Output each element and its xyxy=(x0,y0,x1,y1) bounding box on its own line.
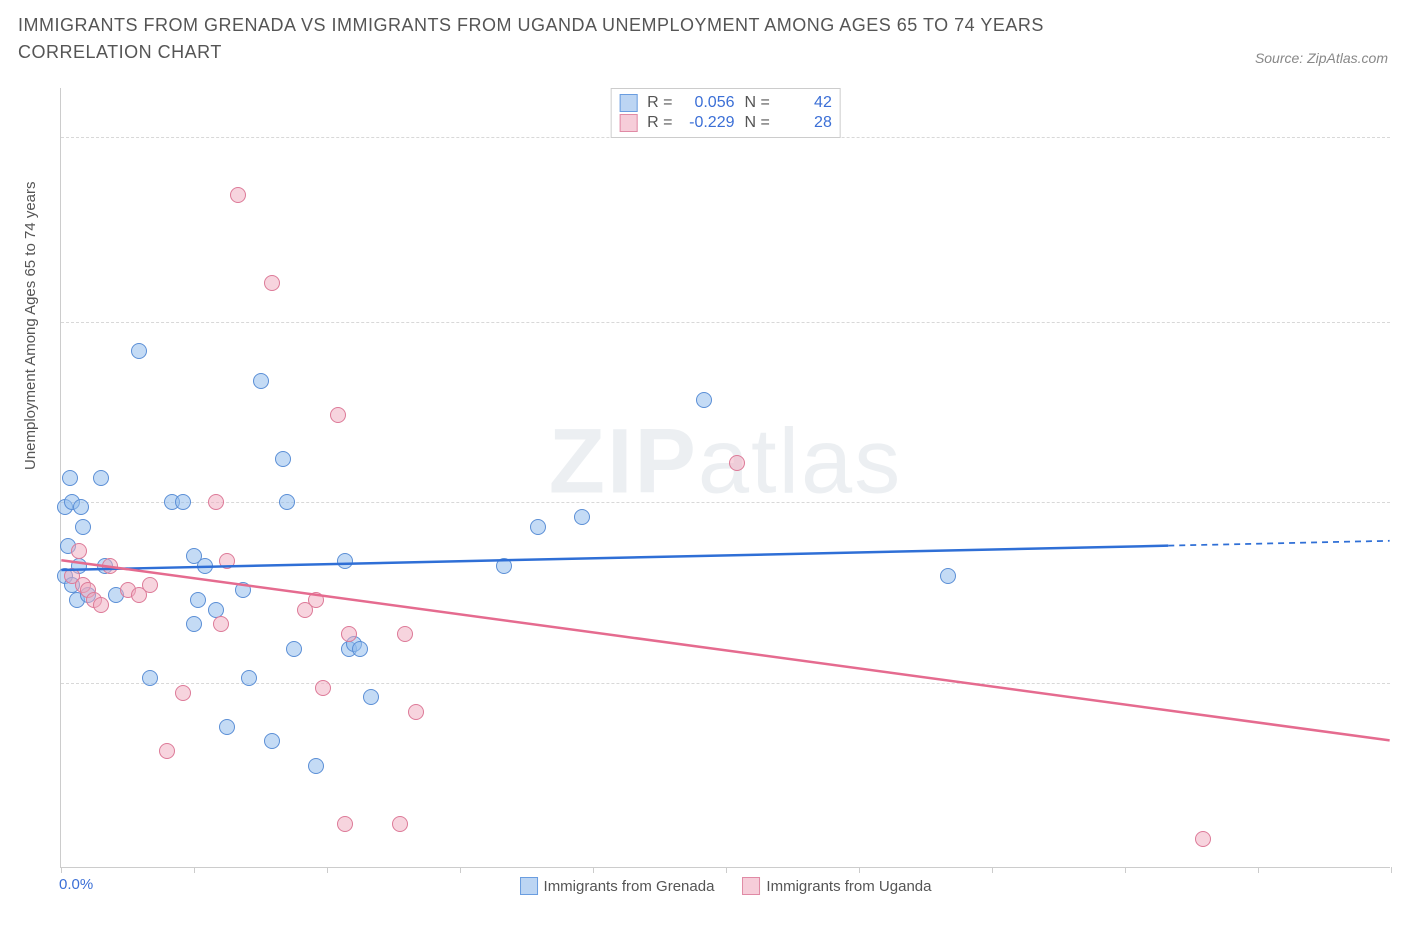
legend-series-label: Immigrants from Grenada xyxy=(544,878,715,895)
data-point xyxy=(235,582,251,598)
data-point xyxy=(392,816,408,832)
x-tick xyxy=(1391,867,1392,873)
legend-n-label: N = xyxy=(745,94,770,112)
x-tick xyxy=(992,867,993,873)
x-tick xyxy=(726,867,727,873)
y-axis-title: Unemployment Among Ages 65 to 74 years xyxy=(22,181,39,470)
data-point xyxy=(308,758,324,774)
data-point xyxy=(71,543,87,559)
data-point xyxy=(159,743,175,759)
data-point xyxy=(73,499,89,515)
data-point xyxy=(131,343,147,359)
data-point xyxy=(142,577,158,593)
data-point xyxy=(330,407,346,423)
data-point xyxy=(341,626,357,642)
data-point xyxy=(186,616,202,632)
data-point xyxy=(213,616,229,632)
scatter-plot: ZIPatlas R = 0.056 N = 42 R = -0.229 N =… xyxy=(60,88,1390,868)
data-point xyxy=(142,670,158,686)
x-tick xyxy=(593,867,594,873)
source-label: Source: ZipAtlas.com xyxy=(1255,50,1388,66)
data-point xyxy=(175,494,191,510)
legend-r-value: 0.056 xyxy=(683,94,735,112)
data-point xyxy=(363,689,379,705)
y-tick-label: 11.2% xyxy=(1395,314,1406,331)
data-point xyxy=(208,494,224,510)
data-point xyxy=(241,670,257,686)
data-point xyxy=(102,558,118,574)
data-point xyxy=(696,392,712,408)
watermark: ZIPatlas xyxy=(549,409,902,514)
x-tick xyxy=(460,867,461,873)
data-point xyxy=(940,568,956,584)
data-point xyxy=(729,455,745,471)
y-tick-label: 7.5% xyxy=(1395,494,1406,511)
legend-n-value: 42 xyxy=(780,94,832,112)
data-point xyxy=(275,451,291,467)
data-point xyxy=(315,680,331,696)
data-point xyxy=(337,816,353,832)
data-point xyxy=(1195,831,1211,847)
data-point xyxy=(190,592,206,608)
legend-n-value: 28 xyxy=(780,114,832,132)
data-point xyxy=(219,719,235,735)
legend-r-label: R = xyxy=(647,114,672,132)
data-point xyxy=(93,470,109,486)
legend-swatch-icon xyxy=(619,94,637,112)
data-point xyxy=(574,509,590,525)
data-point xyxy=(279,494,295,510)
legend-stats-row: R = -0.229 N = 28 xyxy=(619,113,832,133)
y-tick-label: 3.8% xyxy=(1395,674,1406,691)
data-point xyxy=(264,275,280,291)
data-point xyxy=(264,733,280,749)
data-point xyxy=(219,553,235,569)
x-tick xyxy=(327,867,328,873)
legend-swatch-icon xyxy=(619,114,637,132)
legend-r-label: R = xyxy=(647,94,672,112)
data-point xyxy=(175,685,191,701)
data-point xyxy=(62,470,78,486)
legend-stats: R = 0.056 N = 42 R = -0.229 N = 28 xyxy=(610,88,841,138)
data-point xyxy=(286,641,302,657)
data-point xyxy=(253,373,269,389)
data-point xyxy=(408,704,424,720)
x-tick-label: 0.0% xyxy=(59,876,93,893)
chart-title: IMMIGRANTS FROM GRENADA VS IMMIGRANTS FR… xyxy=(18,12,1158,66)
data-point xyxy=(93,597,109,613)
x-tick xyxy=(859,867,860,873)
legend-swatch-icon xyxy=(520,877,538,895)
y-tick-label: 15.0% xyxy=(1395,128,1406,145)
data-point xyxy=(496,558,512,574)
data-point xyxy=(208,602,224,618)
x-tick xyxy=(1258,867,1259,873)
legend-n-label: N = xyxy=(745,114,770,132)
x-tick xyxy=(194,867,195,873)
data-point xyxy=(308,592,324,608)
legend-item: Immigrants from Uganda xyxy=(742,877,931,895)
legend-swatch-icon xyxy=(742,877,760,895)
data-point xyxy=(530,519,546,535)
legend-series-label: Immigrants from Uganda xyxy=(766,878,931,895)
data-point xyxy=(197,558,213,574)
legend-series: Immigrants from Grenada Immigrants from … xyxy=(520,877,932,895)
x-tick xyxy=(1125,867,1126,873)
x-tick xyxy=(61,867,62,873)
legend-stats-row: R = 0.056 N = 42 xyxy=(619,93,832,113)
data-point xyxy=(230,187,246,203)
legend-r-value: -0.229 xyxy=(683,114,735,132)
gridline xyxy=(61,322,1390,323)
data-point xyxy=(75,519,91,535)
legend-item: Immigrants from Grenada xyxy=(520,877,715,895)
data-point xyxy=(337,553,353,569)
data-point xyxy=(352,641,368,657)
data-point xyxy=(397,626,413,642)
gridline xyxy=(61,683,1390,684)
